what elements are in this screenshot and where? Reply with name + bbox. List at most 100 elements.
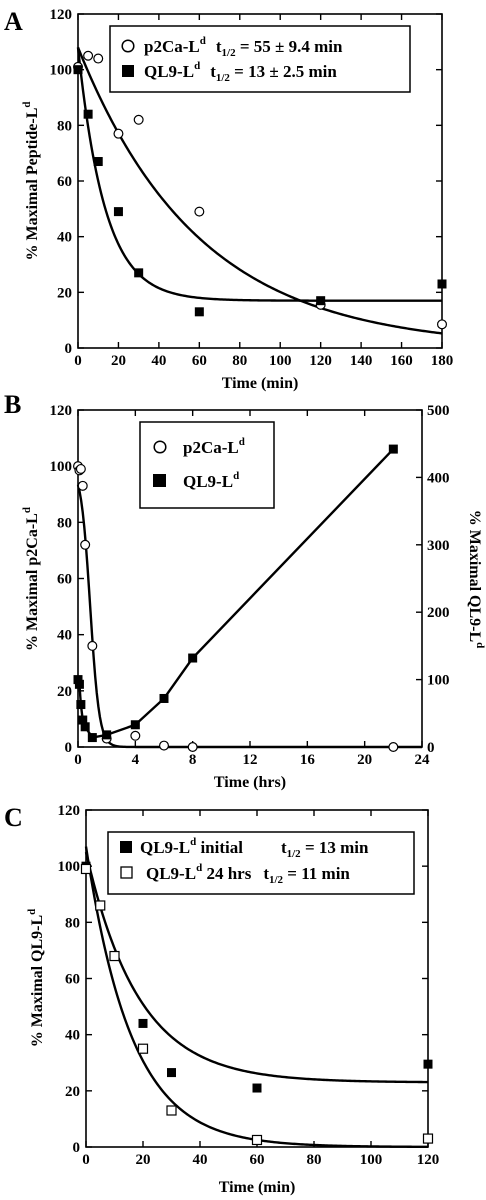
data-point-ql9-ld (130, 720, 140, 730)
x-tick-label: 12 (243, 752, 258, 768)
y-axis-label-b-right-main: Maximal QL9-L (466, 530, 483, 642)
data-point-ql9-ld (76, 700, 86, 710)
y-tick-label: 40 (65, 1028, 80, 1044)
panel-letter-b: B (4, 390, 21, 419)
legend-sup: d (194, 60, 200, 72)
data-point-p2ca-ld (93, 53, 104, 64)
data-point-p2ca-ld (159, 740, 170, 751)
y-tick-label: 60 (57, 174, 72, 190)
data-point-ql9-ld-24-hrs (422, 1133, 434, 1144)
x-tick-label: 0 (74, 353, 82, 369)
legend-box-c (107, 831, 415, 895)
data-point-p2ca-ld (83, 50, 94, 61)
y-axis-label-c: % Maximal QL9-Ld (26, 909, 46, 1048)
data-point-p2ca-ld (388, 741, 399, 752)
data-point-ql9-ld (134, 268, 144, 278)
legend-sup: d (239, 436, 245, 448)
x-tick-label: 120 (309, 353, 332, 369)
panel-letter-a: A (4, 7, 23, 36)
data-point-ql9-ld (73, 65, 83, 75)
y-right-tick-label: 400 (427, 470, 450, 486)
fit-curve-ql9-ld-initial (84, 851, 429, 1084)
legend-name: QL9-L (146, 864, 196, 883)
data-point-p2ca-ld (437, 319, 448, 330)
data-point-ql9-ld-24-hrs (80, 863, 92, 875)
data-point-ql9-ld (74, 679, 84, 689)
data-point-ql9-ld-24-hrs (251, 1134, 263, 1146)
x-tick-label: 120 (417, 1152, 440, 1168)
x-tick-label: 4 (132, 752, 140, 768)
y-axis-label-a-main: Maximal Peptide-L (24, 108, 41, 241)
data-point-ql9-ld-24-hrs (95, 900, 106, 911)
y-axis-label-b-right: % Maximal QL9-Ld (466, 510, 486, 649)
axis-ticks-a: 0 20 40 60 80 100 120 140 160 180 0 20 40 60 80 100 120 (50, 7, 454, 369)
legend-t: t (281, 838, 287, 857)
data-point-ql9-ld (194, 307, 204, 317)
data-point-ql9-ld-initial (138, 1018, 148, 1028)
y-tick-label: 120 (50, 7, 73, 23)
x-tick-label: 16 (300, 752, 316, 768)
panel-a: A 0 20 40 60 80 100 120 140 160 180 0 20 40 60 80 100 12… (4, 7, 453, 392)
legend-extra: initial (196, 838, 243, 857)
legend-t: t (216, 37, 222, 56)
x-tick-label: 0 (82, 1152, 90, 1168)
x-axis-label-b: Time (hrs) (214, 774, 286, 791)
y-tick-label: 100 (50, 63, 73, 79)
x-tick-label: 60 (250, 1152, 265, 1168)
legend-b: p2Ca-Ld QL9-Ld (139, 421, 275, 509)
y-axis-label-a: % Maximal Peptide-Ld (21, 102, 41, 261)
y-tick-label: 80 (57, 515, 72, 531)
legend-sup: d (196, 862, 202, 874)
legend-marker-open-square (120, 866, 133, 879)
data-point-ql9-ld (102, 730, 112, 740)
y-axis-label-b-sup: d (21, 507, 33, 513)
y-tick-label: 0 (65, 740, 73, 756)
y-tick-label: 40 (57, 230, 72, 246)
data-point-ql9-ld-initial (423, 1059, 433, 1069)
legend-t-sub: 1/2 (269, 874, 284, 886)
data-point-ql9-ld (78, 715, 88, 725)
y-axis-label-b-main: Maximal p2Ca-L (24, 513, 41, 631)
y-tick-label: 20 (65, 1084, 80, 1100)
legend-name: p2Ca-L (183, 438, 239, 457)
data-point-ql9-ld-initial (252, 1083, 262, 1093)
legend-t-sub: 1/2 (222, 47, 237, 59)
legend-marker-open-circle (153, 440, 167, 454)
legend-sup: d (200, 35, 206, 47)
x-tick-label: 40 (151, 353, 166, 369)
y-tick-label: 20 (57, 684, 72, 700)
legend-entry-a-1: p2Ca-Ld t1/2 = 55 ± 9.4 min (144, 35, 343, 59)
data-point-p2ca-ld (77, 480, 88, 491)
y-tick-label: 20 (57, 285, 72, 301)
axis-ticks-b: 0 4 8 12 16 20 2402040608010012001002003004005… (50, 403, 450, 768)
data-point-ql9-ld (188, 653, 198, 663)
y-right-tick-label: 100 (427, 673, 450, 689)
legend-t-value: = 13 min (301, 838, 369, 857)
x-tick-label: 100 (269, 353, 292, 369)
panel-b: B 0 4 8 12 16 20 24020406080100120010020030040… (4, 390, 486, 791)
legend-c: QL9-Ld initial t1/2 = 13 min QL9-Ld 24 hr… (107, 831, 415, 895)
legend-sup: d (233, 470, 239, 482)
legend-entry-a-2: QL9-Ld t1/2 = 13 ± 2.5 min (144, 60, 337, 84)
y-tick-label: 100 (50, 459, 73, 475)
data-point-ql9-ld (316, 296, 326, 306)
x-tick-label: 160 (390, 353, 413, 369)
y-tick-label: 120 (50, 403, 73, 419)
data-point-ql9-ld (87, 733, 97, 743)
data-points-c (80, 861, 434, 1146)
legend-a: p2Ca-Ld t1/2 = 55 ± 9.4 min QL9-Ld t1/2 = … (109, 25, 411, 93)
legend-marker-filled-square (120, 841, 132, 853)
x-tick-label: 180 (431, 353, 454, 369)
data-point-ql9-ld-24-hrs (109, 950, 120, 962)
data-point-p2ca-ld (187, 741, 198, 752)
x-tick-label: 140 (350, 353, 373, 369)
legend-marker-filled-square (153, 474, 166, 487)
legend-entry-c-2: QL9-Ld 24 hrs t1/2 = 11 min (146, 862, 350, 886)
panel-letter-c: C (4, 803, 23, 832)
y-tick-label: 60 (65, 972, 80, 988)
legend-t-sub: 1/2 (287, 848, 302, 860)
legend-t: t (210, 62, 216, 81)
fit-curve-p2ca-ld (76, 46, 443, 335)
data-point-ql9-ld (437, 279, 447, 289)
data-point-p2ca-ld (80, 539, 91, 550)
